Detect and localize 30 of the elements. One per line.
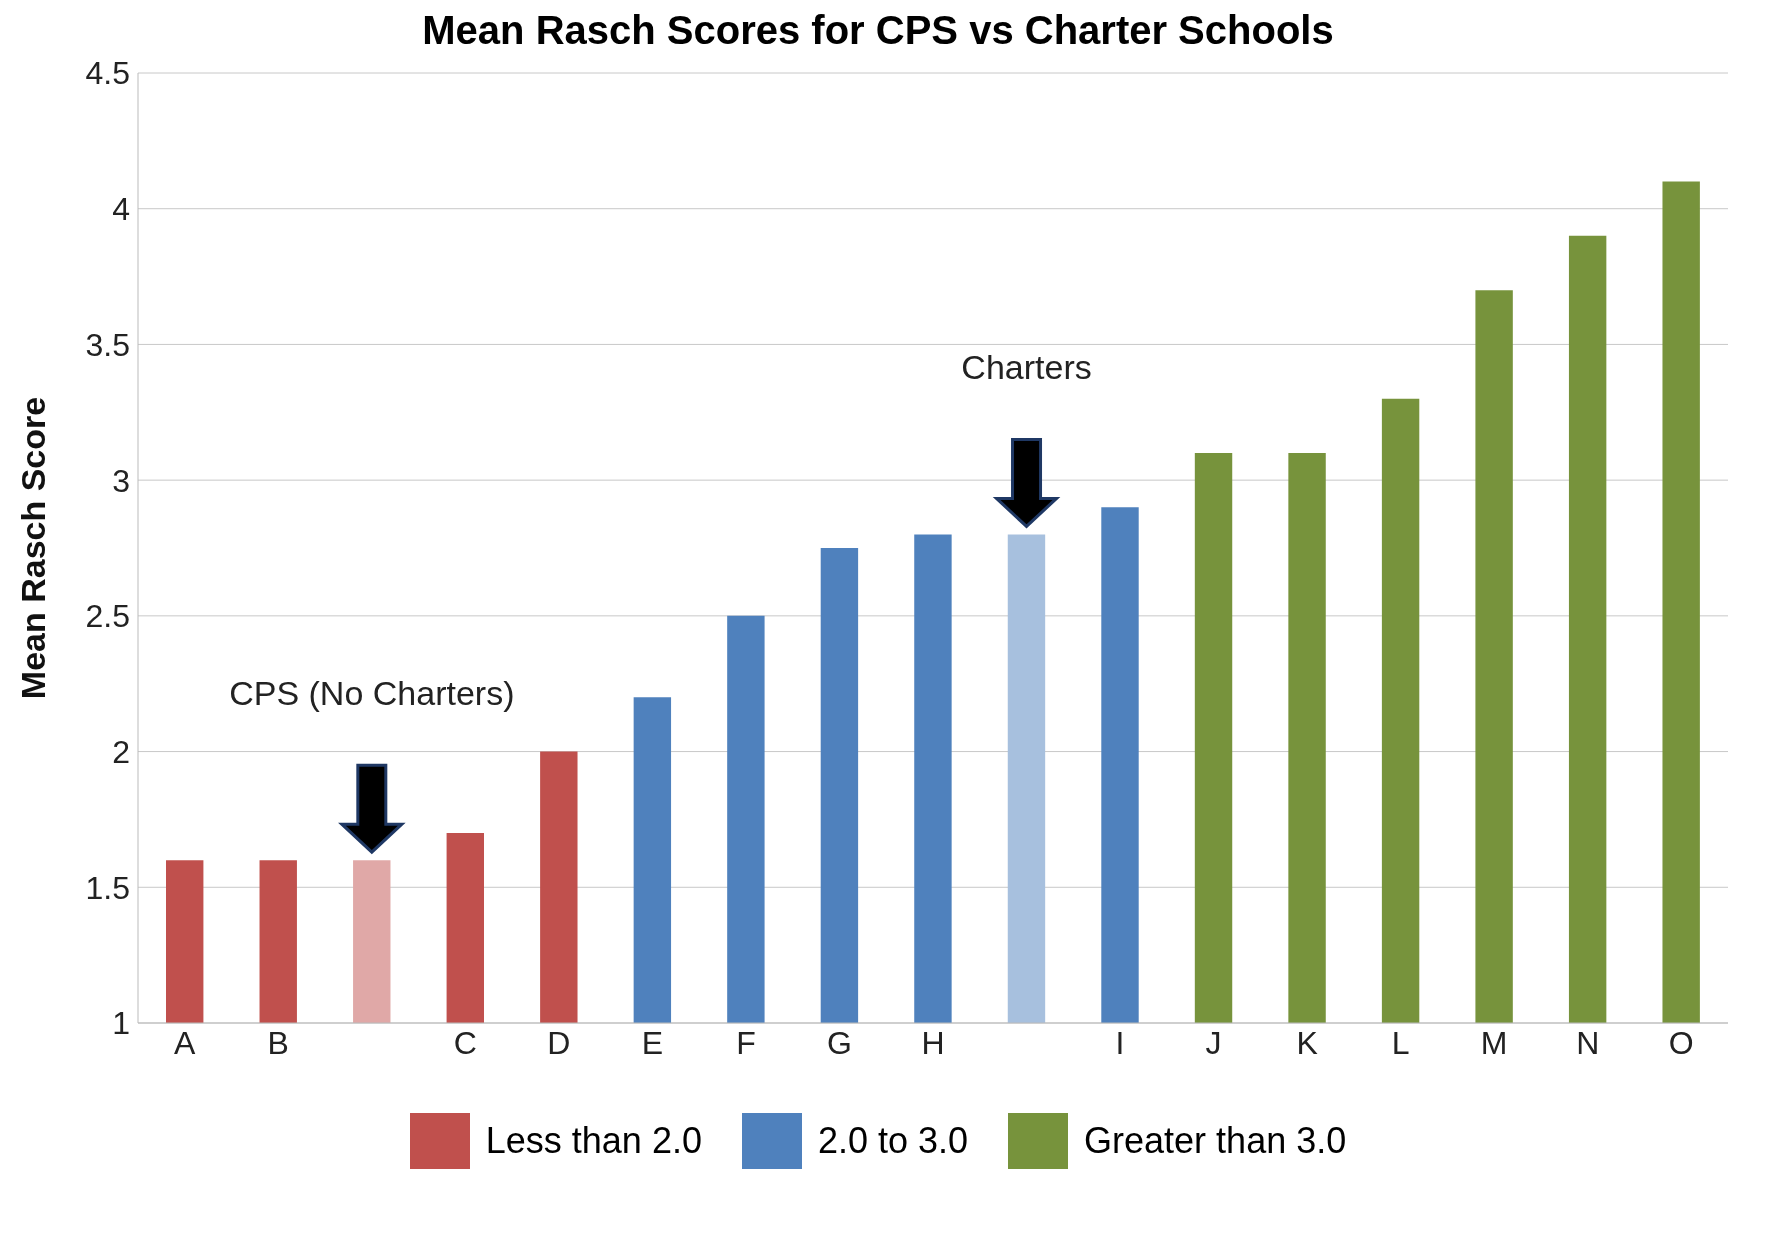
y-tick-label: 4.5 bbox=[85, 55, 130, 92]
x-tick-label: H bbox=[921, 1024, 945, 1061]
x-tick-label: D bbox=[547, 1024, 571, 1061]
x-tick-label: B bbox=[267, 1024, 289, 1061]
annotation: Charters bbox=[961, 348, 1092, 387]
y-tick-label: 3.5 bbox=[85, 326, 130, 363]
legend-label: Greater than 3.0 bbox=[1084, 1120, 1347, 1162]
x-tick-label: O bbox=[1668, 1024, 1694, 1061]
chart-title: Mean Rasch Scores for CPS vs Charter Schools bbox=[421, 8, 1335, 53]
x-tick-label: G bbox=[827, 1024, 852, 1061]
x-tick-label: I bbox=[1115, 1024, 1125, 1061]
x-tick-label: J bbox=[1205, 1024, 1222, 1061]
x-tick-label: C bbox=[453, 1024, 477, 1061]
annotation: CPS (No Charters) bbox=[229, 674, 515, 713]
y-tick-label: 4 bbox=[112, 191, 130, 228]
x-tick-label: L bbox=[1391, 1024, 1410, 1061]
y-tick-label: 1 bbox=[112, 1005, 130, 1042]
y-tick-label: 1.5 bbox=[85, 869, 130, 906]
y-tick-label: 3 bbox=[112, 462, 130, 499]
x-tick-label: M bbox=[1480, 1024, 1508, 1061]
x-tick-label: A bbox=[174, 1024, 197, 1061]
x-tick-label: N bbox=[1576, 1024, 1600, 1061]
y-axis-title: Mean Rasch Score bbox=[14, 396, 53, 700]
legend-label: 2.0 to 3.0 bbox=[817, 1120, 969, 1162]
x-tick-label: F bbox=[736, 1024, 756, 1061]
y-tick-label: 2 bbox=[112, 733, 130, 770]
x-tick-label: E bbox=[641, 1024, 664, 1061]
y-tick-label: 2.5 bbox=[85, 598, 130, 635]
x-tick-label: K bbox=[1296, 1024, 1318, 1061]
legend-label: Less than 2.0 bbox=[485, 1120, 702, 1162]
